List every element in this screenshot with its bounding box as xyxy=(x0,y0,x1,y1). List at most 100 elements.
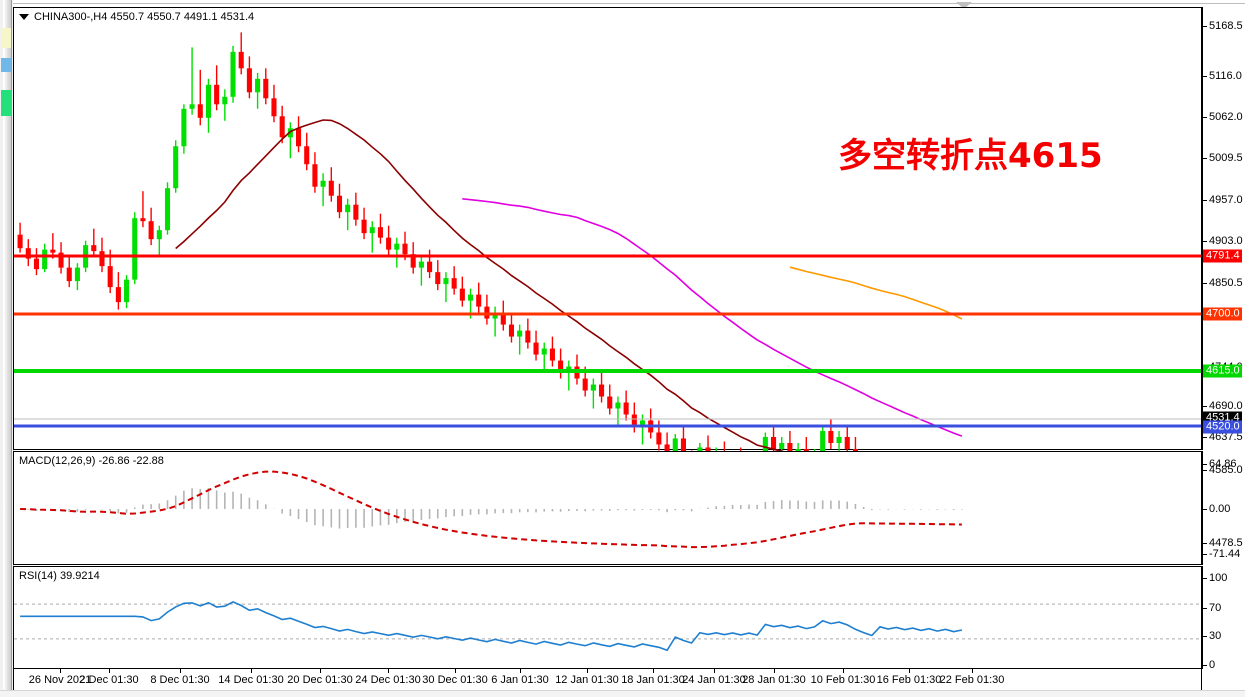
scrollbar-marker-blue xyxy=(1,58,11,72)
target-tag-4520[interactable]: 4520.0 xyxy=(1203,420,1242,434)
candle-body xyxy=(353,204,359,220)
candle-body xyxy=(680,438,686,463)
candle-body xyxy=(181,108,187,147)
candle-body xyxy=(197,104,203,118)
candle-body xyxy=(246,68,252,93)
time-axis-label: 24 Jan 01:30 xyxy=(682,674,746,686)
time-axis-tick xyxy=(320,669,321,673)
time-axis-tick xyxy=(843,669,844,673)
chevron-down-icon[interactable] xyxy=(956,2,972,9)
price-axis[interactable]: 5168.5 5116.0 5062.0 5009.5 4957.0 4903.0 4850… xyxy=(1202,0,1245,696)
rsi-axis-label: 100 xyxy=(1209,572,1228,584)
price-axis-tick xyxy=(1202,543,1207,544)
macd-axis-label: -71.44 xyxy=(1209,548,1241,560)
candle-body xyxy=(467,294,474,301)
time-axis-tick xyxy=(587,669,588,673)
price-axis-tick xyxy=(1202,470,1207,471)
time-axis-label: 10 Feb 01:30 xyxy=(810,674,876,686)
rsi-axis-tick xyxy=(1202,608,1207,609)
candle-body xyxy=(631,414,637,427)
candle-body xyxy=(33,258,40,270)
candle-body xyxy=(279,116,285,138)
time-axis-tick xyxy=(180,669,181,673)
candle-body xyxy=(500,312,506,325)
time-axis-tick xyxy=(455,669,456,673)
rsi-axis-label: 0 xyxy=(1209,659,1216,671)
candle-body xyxy=(639,420,646,427)
scrollbar-marker-green xyxy=(1,90,11,116)
price-axis-label: 4637.5 xyxy=(1209,431,1243,443)
time-axis-label: 30 Dec 01:30 xyxy=(422,674,488,686)
candle-body xyxy=(590,384,596,391)
price-chart-pane[interactable]: CHINA300-,H4 4550.7 4550.7 4491.1 4531.4 xyxy=(13,7,1202,534)
candle-body xyxy=(304,146,310,165)
time-axis-label: 6 Jan 01:30 xyxy=(491,674,549,686)
top-rail-line xyxy=(13,3,1245,4)
price-axis-label: 4690.0 xyxy=(1209,400,1243,412)
time-axis-label: 16 Feb 01:30 xyxy=(876,674,942,686)
macd-pane[interactable]: MACD(12,26,9) -26.86 -22.88 xyxy=(13,451,1202,565)
candle-body xyxy=(369,227,375,234)
candle-body xyxy=(115,287,121,303)
scrollbar-marker-yellow xyxy=(1,28,11,48)
left-scrollbar[interactable] xyxy=(0,0,14,696)
rsi-line xyxy=(20,601,963,652)
candle-body xyxy=(271,98,277,117)
candle-body xyxy=(164,188,171,231)
candle-body xyxy=(156,230,162,240)
candle-body xyxy=(107,266,113,288)
left-scrollbar-thumb[interactable] xyxy=(3,0,12,696)
candle-body xyxy=(99,251,105,267)
candle-body xyxy=(25,248,31,259)
time-axis-tick xyxy=(909,669,910,673)
rsi-canvas xyxy=(14,601,1201,652)
candle-body xyxy=(42,249,48,270)
time-axis-tick xyxy=(109,669,110,673)
resistance-tag-4791[interactable]: 4791.4 xyxy=(1203,249,1242,263)
candle-body xyxy=(492,312,498,319)
candle-body xyxy=(238,51,244,69)
symbol-header-text: CHINA300-,H4 4550.7 4550.7 4491.1 4531.4 xyxy=(34,11,255,23)
macd-axis-label: 0.00 xyxy=(1209,503,1231,515)
candle-body xyxy=(615,402,621,409)
rsi-pane[interactable]: RSI(14) 39.9214 xyxy=(13,566,1202,669)
candle-body xyxy=(525,330,531,343)
candle-body xyxy=(124,279,130,303)
candle-body xyxy=(50,249,56,253)
support-tag-4615[interactable]: 4615.0 xyxy=(1203,364,1242,378)
time-axis-tick xyxy=(972,669,973,673)
rsi-axis-label: 70 xyxy=(1209,602,1222,614)
candle-body xyxy=(312,164,318,187)
price-axis-tick xyxy=(1202,437,1207,438)
price-axis-label: 4957.0 xyxy=(1209,194,1243,206)
candle-body xyxy=(361,219,367,234)
candle-body xyxy=(328,180,334,196)
price-axis-label: 4478.5 xyxy=(1209,537,1243,549)
candle-body xyxy=(58,252,64,268)
price-axis-label: 5009.5 xyxy=(1209,152,1243,164)
candle-body xyxy=(402,243,408,255)
candle-body xyxy=(517,330,523,337)
candle-body xyxy=(418,261,424,268)
chevron-down-icon[interactable] xyxy=(19,14,29,21)
price-axis-label: 4903.0 xyxy=(1209,235,1243,247)
macd-axis-tick xyxy=(1202,554,1207,555)
time-axis-label: 28 Jan 01:30 xyxy=(742,674,806,686)
candle-body xyxy=(443,278,449,285)
chart-annotation-text: 多空转折点4615 xyxy=(838,136,1103,176)
time-axis-tick xyxy=(714,669,715,673)
candle-body xyxy=(132,218,138,280)
price-axis-tick xyxy=(1202,406,1207,407)
candle-body xyxy=(74,267,80,282)
rsi-axis-tick xyxy=(1202,665,1207,666)
candle-body xyxy=(230,51,236,97)
candle-body xyxy=(214,84,220,105)
price-axis-tick xyxy=(1202,200,1207,201)
price-axis-divider xyxy=(1202,7,1203,450)
price-axis-tick xyxy=(1202,76,1207,77)
price-axis-tick xyxy=(1202,158,1207,159)
candle-body xyxy=(533,342,539,355)
candle-body xyxy=(427,261,433,273)
resistance-tag-4700[interactable]: 4700.0 xyxy=(1203,307,1242,321)
price-axis-tick xyxy=(1202,283,1207,284)
